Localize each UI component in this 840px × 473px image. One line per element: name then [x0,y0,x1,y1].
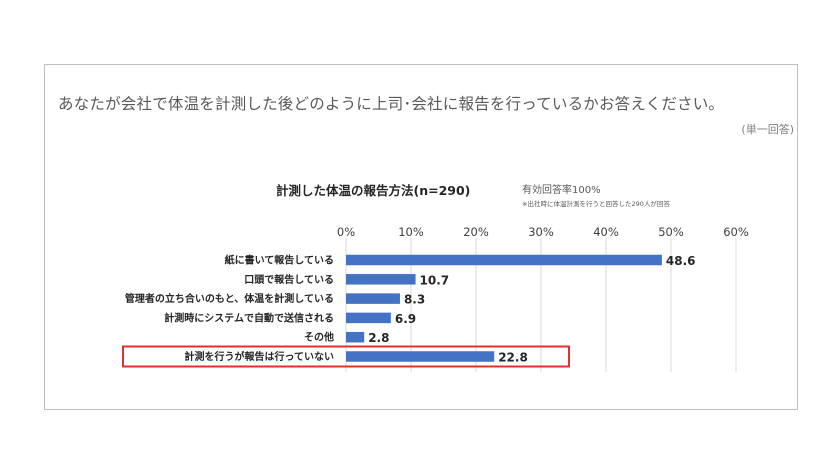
response-rate: 有効回答率100% [522,185,601,196]
x-tick-label: 60% [723,225,749,239]
highlight-box [122,345,570,368]
x-axis-ticks: 0% 10% 20% 30% 40% 50% 60% [337,225,749,239]
category-label: 口頭で報告している [244,273,334,286]
category-label: 紙に書いて報告している [225,254,334,267]
data-label: 22.8 [498,351,528,365]
bar [346,274,416,285]
category-label: その他 [304,331,334,344]
bar [346,312,391,324]
bars [346,254,662,362]
chart-title: 計測した体温の報告方法(n=290) [276,183,471,198]
survey-question: あなたが会社で体温を計測した後どのように上司･会社に報告を行っているかお答えくだ… [58,95,725,113]
x-tick-label: 10% [398,225,424,239]
category-label: 計測を行うが報告は行っていない [185,350,335,363]
data-label: 2.8 [368,331,389,345]
bar [346,331,365,343]
x-tick-label: 50% [658,225,684,239]
bar [346,293,400,304]
category-labels: 紙に書いて報告している口頭で報告している管理者の立ち合いのもと、体温を計測してい… [125,254,334,364]
x-tick-label: 0% [337,225,355,239]
x-tick-label: 30% [528,225,554,239]
bar [346,351,495,362]
data-label: 8.3 [404,293,425,307]
x-tick-label: 20% [463,225,489,239]
x-tick-label: 40% [593,225,619,239]
category-label: 管理者の立ち合いのもと、体温を計測している [125,292,334,305]
data-label: 10.7 [420,273,450,287]
category-label: 計測時にシステムで自動で送信される [164,311,334,324]
footnote: ※出社時に体温計測を行うと回答した290人が回答 [522,200,670,208]
data-labels: 48.6 10.7 8.3 6.9 2.8 22.8 [368,254,695,365]
answer-type-note: (単一回答) [741,123,794,136]
data-label: 6.9 [395,312,416,326]
data-label: 48.6 [666,254,696,268]
bar [346,254,662,266]
